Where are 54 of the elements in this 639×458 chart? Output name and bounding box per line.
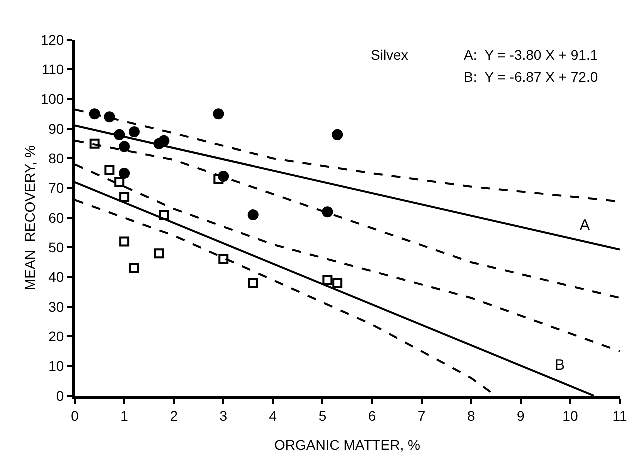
point <box>114 177 125 188</box>
x-tick-label: 2 <box>170 408 178 424</box>
x-tick-label: 0 <box>71 408 80 424</box>
x-tick-label: 5 <box>318 408 327 424</box>
x-tick-label: 6 <box>368 408 376 424</box>
point <box>154 248 164 259</box>
y-tick-label: 60 <box>48 210 64 226</box>
x-tick-label: 7 <box>418 408 426 424</box>
annotation: B: Y = -6.87 X + 72.0 <box>464 69 598 85</box>
point <box>158 135 170 146</box>
point <box>159 210 170 220</box>
y-tick-label: 50 <box>48 240 64 256</box>
point <box>104 112 116 123</box>
y-tick-label: 0 <box>56 388 64 404</box>
x-tick-label: 8 <box>467 408 476 424</box>
point <box>129 263 140 274</box>
x-tick-label: 4 <box>269 408 278 424</box>
point <box>90 138 100 149</box>
y-tick-label: 40 <box>48 269 64 286</box>
point <box>248 210 259 221</box>
y-tick-label: 90 <box>48 120 64 137</box>
y-tick-label: 70 <box>48 180 64 196</box>
point <box>104 166 115 176</box>
y-tick-label: 100 <box>40 91 64 108</box>
x-tick-label: 10 <box>562 408 578 424</box>
x-axis-title: ORGANIC MATTER, % <box>274 437 420 453</box>
y-tick-label: 110 <box>42 62 64 78</box>
point <box>119 141 130 152</box>
x-tick-label: 9 <box>517 408 526 424</box>
point <box>332 129 344 140</box>
y-axis-title: MEAN RECOVERY, % <box>22 146 38 290</box>
annotation: Silvex <box>371 47 408 63</box>
x-tick-label: 3 <box>220 408 228 424</box>
point <box>248 278 258 288</box>
point <box>332 278 343 288</box>
x-tick-label: 1 <box>120 408 129 424</box>
series-label: B <box>555 357 566 374</box>
annotation: A: Y = -3.80 X + 91.1 <box>464 47 598 63</box>
point <box>119 168 130 179</box>
point <box>120 192 130 202</box>
point <box>120 236 130 247</box>
point <box>214 174 224 184</box>
y-tick-label: 10 <box>48 358 64 374</box>
point <box>322 275 333 286</box>
y-tick-label: 80 <box>48 150 64 167</box>
y-tick-label: 30 <box>48 298 64 315</box>
y-tick-label: 120 <box>40 32 64 48</box>
y-tick-label: 20 <box>48 328 64 345</box>
point <box>128 126 140 138</box>
x-tick-label: 11 <box>612 408 628 424</box>
point <box>322 206 334 218</box>
point <box>218 254 229 265</box>
point <box>213 108 224 120</box>
series-label: A <box>580 217 590 234</box>
